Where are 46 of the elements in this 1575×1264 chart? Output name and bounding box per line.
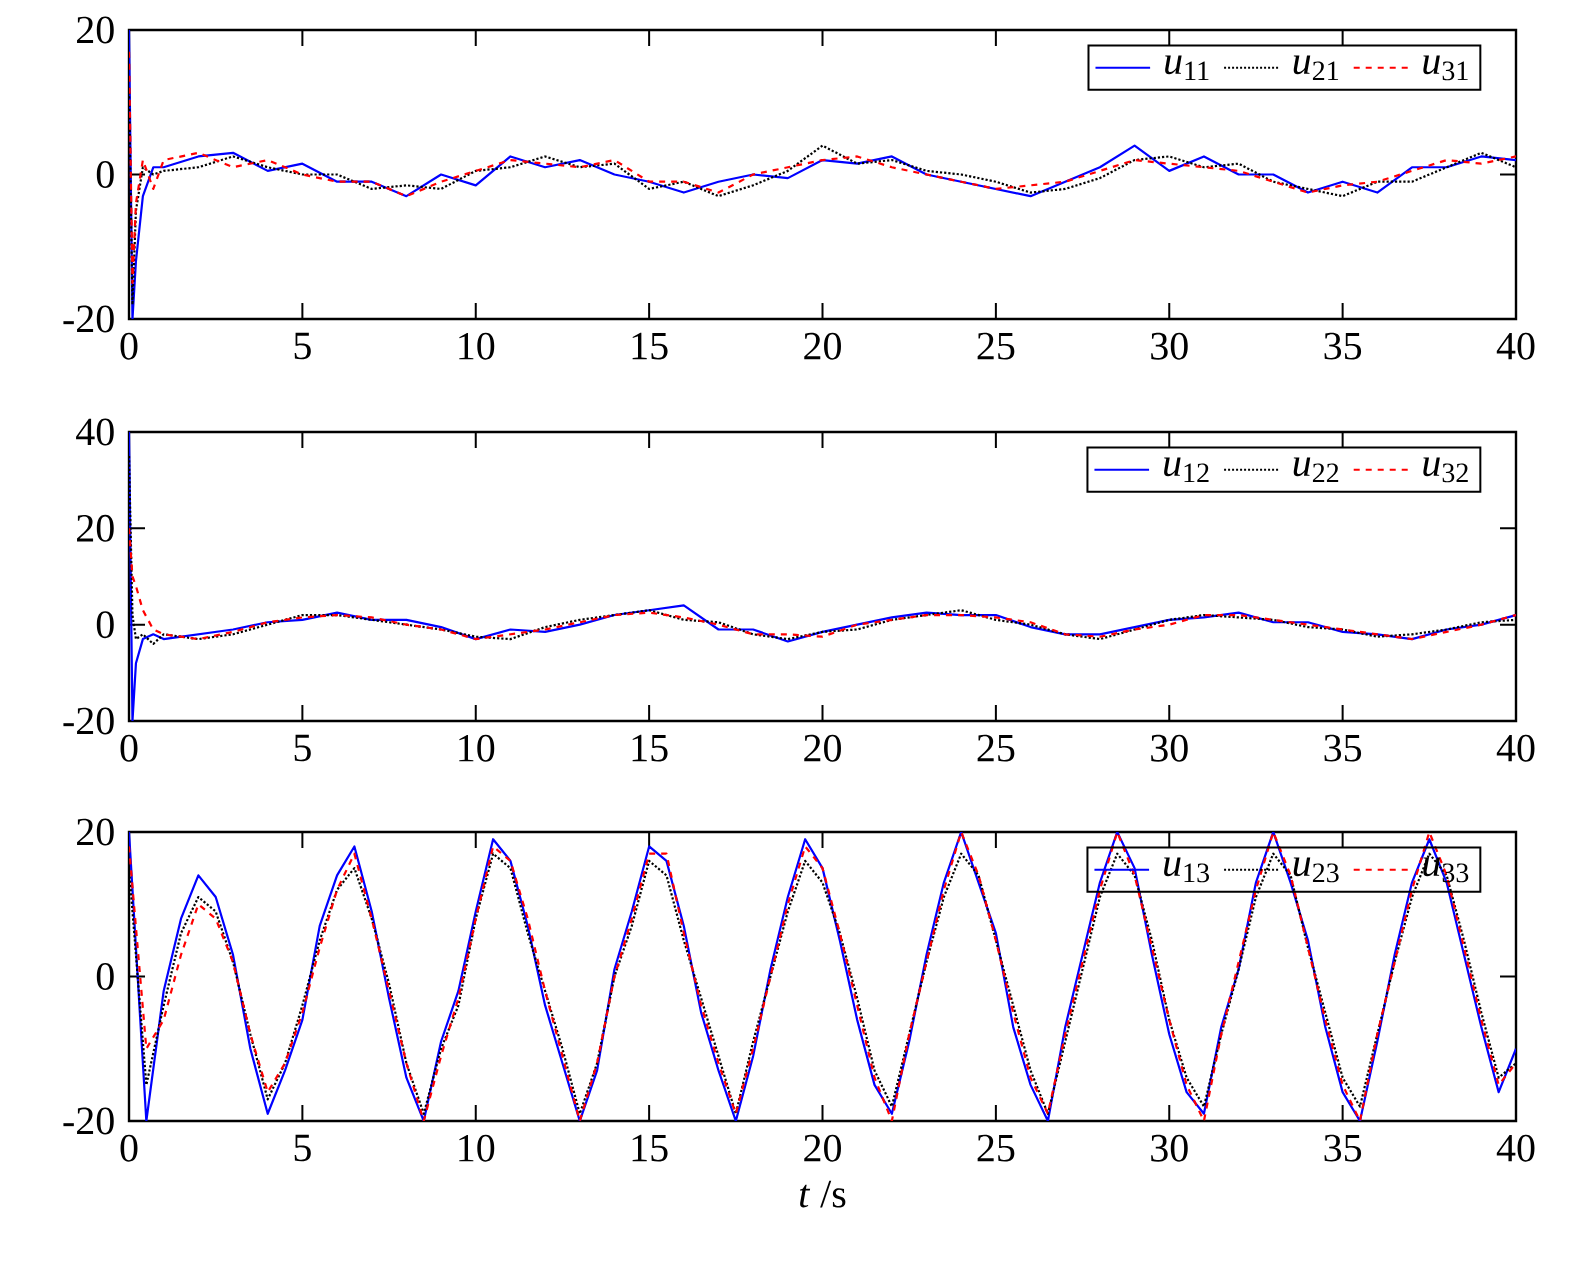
x-tick-label: 35	[1324, 332, 1362, 360]
x-tick-label: 15	[632, 332, 668, 360]
x-tick-label: 40	[1496, 1134, 1535, 1162]
y-tick-label: 40	[76, 418, 114, 446]
y-tick-label: 20	[77, 818, 114, 846]
x-tick-label: 0	[120, 332, 138, 360]
x-tick-label: 25	[977, 332, 1015, 360]
x-tick-label: 40	[1496, 734, 1535, 762]
legend-label: u$_{12}$	[1164, 457, 1209, 483]
y-tick-label: -20	[63, 305, 114, 333]
x-tick-label: 20	[804, 1134, 841, 1162]
x-tick-label: 0	[120, 734, 138, 762]
x-tick-label: 25	[977, 1134, 1015, 1162]
y-tick-label: -20	[63, 1107, 114, 1135]
x-tick-label: 20	[804, 734, 841, 762]
x-tick-label: 30	[1151, 1134, 1188, 1162]
x-tick-label: 30	[1151, 332, 1188, 360]
legend-label: u$_{31}$	[1423, 55, 1468, 81]
x-tick-label: 25	[977, 734, 1015, 762]
y-tick-label: 0	[96, 963, 114, 990]
legend-label: u$_{13}$	[1164, 857, 1209, 883]
y-tick-label: 0	[96, 611, 114, 639]
x-tick-label: 10	[459, 1134, 495, 1162]
x-tick-label: 20	[804, 332, 841, 360]
x-tick-label: 40	[1496, 332, 1535, 360]
legend-label: u$_{21}$	[1293, 55, 1339, 81]
y-tick-label: -20	[63, 707, 114, 735]
y-tick-label: 0	[96, 161, 114, 188]
x-tick-label: 35	[1324, 1134, 1362, 1162]
x-tick-label: 10	[459, 332, 495, 360]
y-tick-label: 20	[77, 514, 114, 542]
x-tick-label: 15	[632, 734, 668, 762]
x-tick-label: 5	[294, 1134, 311, 1162]
x-axis-title: t /s	[799, 1180, 846, 1208]
y-tick-label: 20	[77, 16, 114, 44]
legend-label: u$_{22}$	[1293, 457, 1339, 483]
x-tick-label: 30	[1151, 734, 1188, 762]
legend-label: u$_{32}$	[1423, 457, 1468, 483]
x-tick-label: 15	[632, 1134, 668, 1162]
x-tick-label: 0	[120, 1134, 138, 1162]
x-tick-label: 10	[459, 734, 495, 762]
x-tick-label: 35	[1324, 734, 1362, 762]
legend-label: u$_{11}$	[1165, 55, 1209, 81]
legend-label: u$_{23}$	[1293, 857, 1339, 883]
x-tick-label: 5	[294, 332, 311, 360]
x-tick-label: 5	[294, 734, 311, 762]
